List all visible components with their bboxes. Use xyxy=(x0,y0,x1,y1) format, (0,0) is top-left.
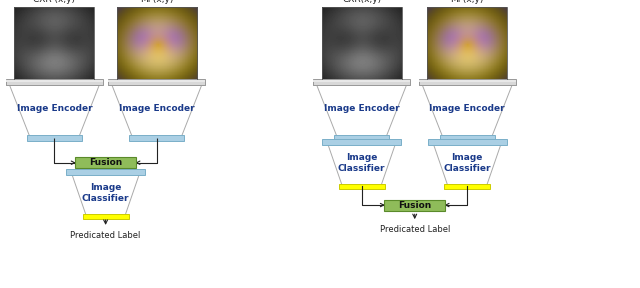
Bar xyxy=(108,81,205,85)
Bar xyxy=(428,139,507,145)
Bar xyxy=(339,184,385,189)
Bar xyxy=(313,79,410,85)
Bar xyxy=(334,135,389,141)
Text: Predicated Label: Predicated Label xyxy=(70,231,141,240)
Bar xyxy=(322,139,401,145)
Text: Image Encoder: Image Encoder xyxy=(17,104,92,113)
Bar xyxy=(6,79,103,82)
Polygon shape xyxy=(112,85,202,138)
Bar xyxy=(6,79,103,85)
Bar xyxy=(321,7,402,81)
Polygon shape xyxy=(422,85,512,138)
Text: MF(x,y): MF(x,y) xyxy=(140,0,173,4)
Bar xyxy=(440,135,495,141)
Text: Image
Classifier: Image Classifier xyxy=(82,183,129,203)
Bar xyxy=(15,7,95,81)
Bar xyxy=(108,79,205,85)
Text: Image Encoder: Image Encoder xyxy=(324,104,399,113)
Text: Image
Classifier: Image Classifier xyxy=(338,153,385,173)
Text: Image Encoder: Image Encoder xyxy=(429,104,505,113)
Text: CXR(x,y): CXR(x,y) xyxy=(342,0,381,4)
Bar xyxy=(27,135,82,141)
Bar xyxy=(385,200,445,211)
Bar xyxy=(419,79,516,85)
Polygon shape xyxy=(328,145,395,186)
Text: Fusion: Fusion xyxy=(398,200,431,210)
Bar xyxy=(419,79,516,82)
Bar xyxy=(313,79,410,82)
Polygon shape xyxy=(72,175,140,216)
Bar xyxy=(76,157,136,168)
Bar xyxy=(108,79,205,82)
Bar xyxy=(66,169,145,175)
Bar xyxy=(313,81,410,85)
Bar xyxy=(129,135,184,141)
Text: CXR (x,y): CXR (x,y) xyxy=(33,0,76,4)
Bar xyxy=(6,81,103,85)
Polygon shape xyxy=(10,85,99,138)
Bar xyxy=(83,214,129,219)
Bar xyxy=(428,7,507,81)
Text: Predicated Label: Predicated Label xyxy=(380,225,450,234)
Text: MF(x,y): MF(x,y) xyxy=(451,0,484,4)
Polygon shape xyxy=(434,145,500,186)
Bar xyxy=(419,81,516,85)
Text: Image
Classifier: Image Classifier xyxy=(444,153,491,173)
Text: Fusion: Fusion xyxy=(89,158,122,167)
Text: Image Encoder: Image Encoder xyxy=(119,104,195,113)
Bar xyxy=(444,184,490,189)
Bar xyxy=(116,7,197,81)
Polygon shape xyxy=(317,85,406,138)
